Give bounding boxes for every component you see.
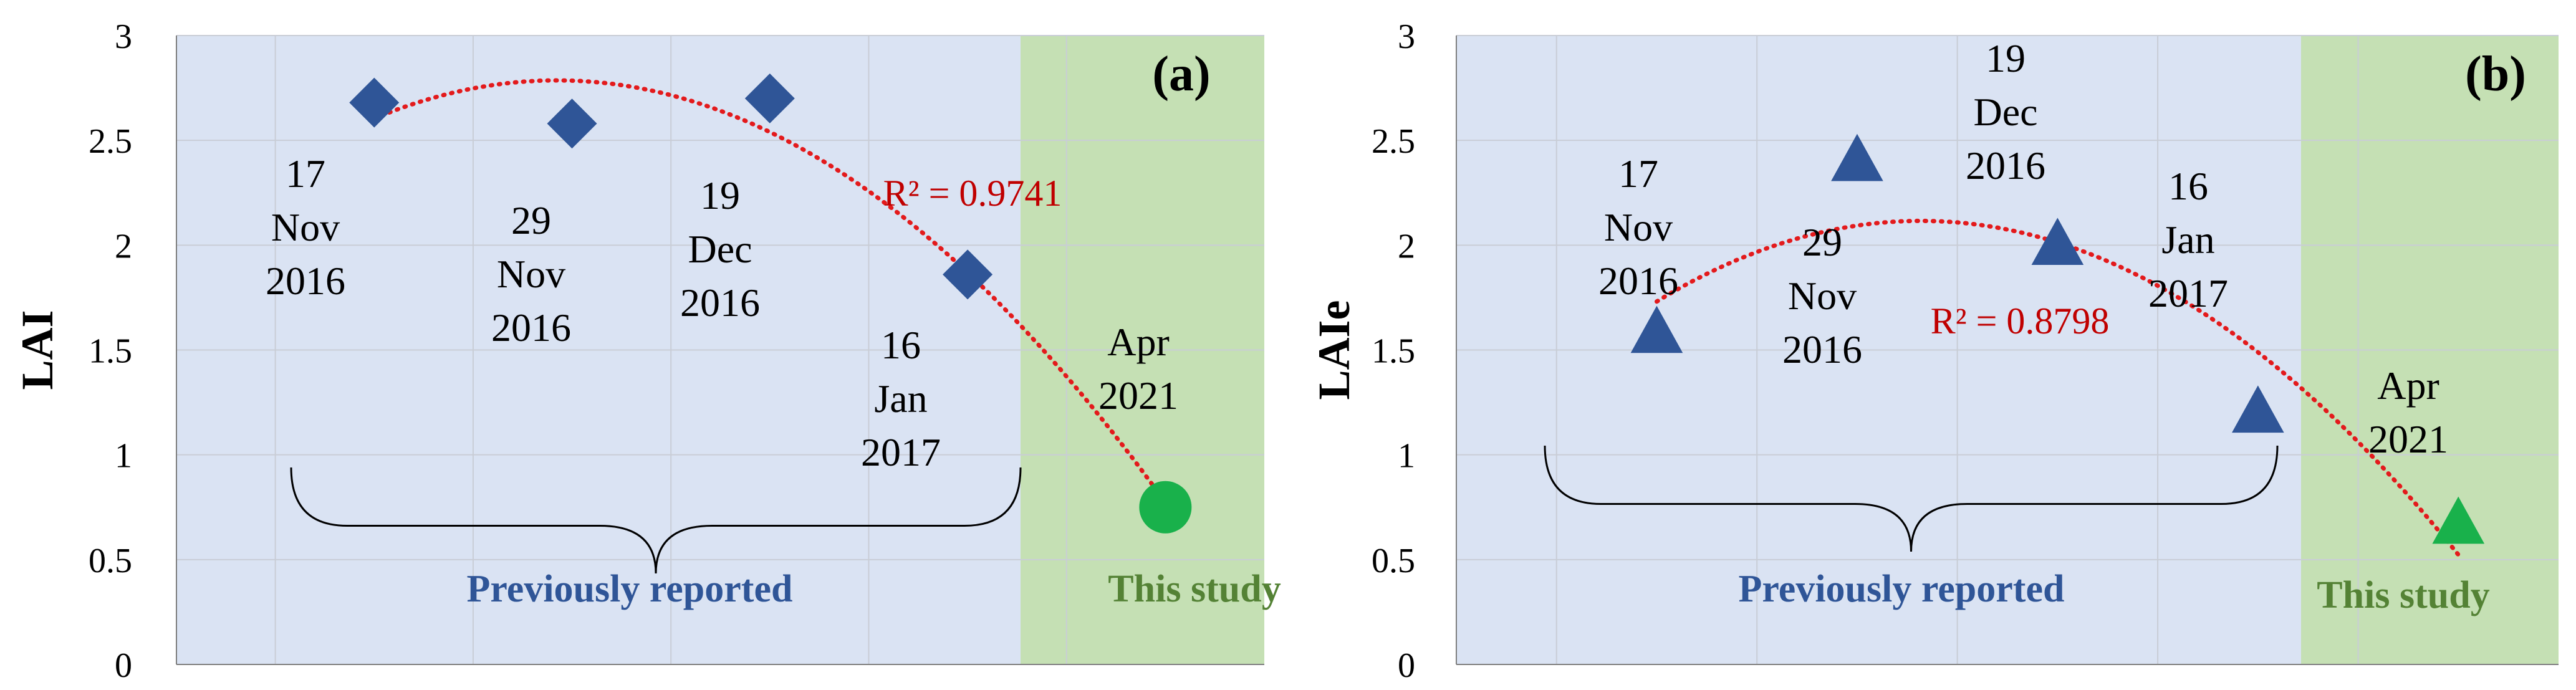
data-point-label: 2016: [680, 280, 760, 325]
chart-panel-b: 0 0.5 1 1.5 2 2.5 3 LAIe 17 Nov 2016 29 Nov 2016 19 Dec…: [1309, 17, 2559, 685]
y-tick-label: 3: [1398, 17, 1415, 56]
this-study-label: This study: [2317, 574, 2489, 616]
chart-panel-a: 0 0.5 1 1.5 2 2.5 3 LAI 17 Nov 2016 29 Nov 2016 19 Dec 2…: [12, 17, 1281, 685]
data-point-label: 17: [286, 151, 325, 196]
data-point-label: Dec: [688, 227, 752, 271]
r-squared-label: R² = 0.8798: [1931, 300, 2110, 342]
data-point-label: 2016: [1966, 143, 2045, 188]
panel-label: (a): [1152, 47, 1210, 102]
data-point-label: Nov: [1604, 205, 1673, 249]
data-point-label: 19: [1986, 36, 2026, 80]
panel-label: (b): [2465, 47, 2526, 102]
y-tick-label: 2: [115, 227, 132, 266]
y-tick-label: 1.5: [89, 332, 132, 371]
y-tick-label: 0: [115, 646, 132, 685]
y-tick-label: 0: [1398, 646, 1415, 685]
data-point-label: Apr: [2377, 363, 2439, 408]
data-point-circle: [1139, 481, 1192, 534]
data-point-triangle: [2232, 385, 2284, 433]
data-point-label: 2017: [861, 430, 941, 474]
previously-reported-brace: [290, 467, 1022, 574]
data-point-label: Nov: [1788, 274, 1857, 318]
y-tick-label: 0.5: [89, 542, 132, 580]
data-point-label: 2021: [2368, 417, 2448, 461]
y-axis-title: LAI: [12, 310, 62, 390]
data-point-label: 16: [881, 323, 921, 367]
trendline: [372, 78, 1168, 505]
data-point-triangle: [2031, 218, 2084, 266]
data-point-triangle: [1630, 305, 1683, 353]
data-point-diamond: [744, 73, 795, 123]
this-study-label: This study: [1108, 568, 1281, 610]
previously-reported-label: Previously reported: [1739, 568, 2065, 610]
previously-reported-label: Previously reported: [467, 568, 793, 610]
data-point-label: Apr: [1107, 320, 1170, 364]
y-tick-label: 2.5: [89, 122, 132, 161]
data-point-label: 19: [700, 173, 740, 218]
data-point-label: Jan: [2161, 218, 2214, 262]
data-point-diamond: [547, 98, 597, 149]
data-point-label: 2016: [1782, 327, 1862, 371]
y-tick-label: 3: [115, 17, 132, 56]
data-point-label: 16: [2168, 164, 2208, 208]
y-tick-label: 2: [1398, 227, 1415, 266]
data-point-diamond: [943, 249, 993, 300]
data-point-triangle: [1831, 133, 1883, 181]
previously-reported-brace: [1544, 445, 2279, 552]
data-point-label: 2021: [1098, 373, 1178, 418]
r-squared-label: R² = 0.9741: [883, 173, 1062, 214]
y-tick-label: 1.5: [1372, 332, 1415, 371]
data-point-label: 2017: [2148, 271, 2228, 315]
data-point-label: 2016: [1598, 259, 1678, 303]
data-point-label: Nov: [271, 205, 340, 249]
data-point-label: 17: [1618, 151, 1658, 196]
data-point-label: Jan: [874, 376, 927, 421]
data-point-label: 2016: [491, 305, 571, 350]
data-point-diamond: [349, 77, 400, 128]
data-point-label: Dec: [1973, 90, 2037, 134]
data-point-label: 29: [1802, 220, 1842, 264]
y-tick-label: 0.5: [1372, 542, 1415, 580]
y-tick-label: 1: [115, 437, 132, 476]
y-tick-label: 1: [1398, 437, 1415, 476]
data-point-label: Nov: [497, 252, 565, 296]
trendline: [1655, 218, 2461, 557]
data-point-label: 29: [511, 198, 551, 242]
data-point-triangle: [2432, 496, 2485, 544]
y-axis-title: LAIe: [1309, 300, 1359, 400]
data-point-label: 2016: [266, 259, 345, 303]
y-tick-label: 2.5: [1372, 122, 1415, 161]
